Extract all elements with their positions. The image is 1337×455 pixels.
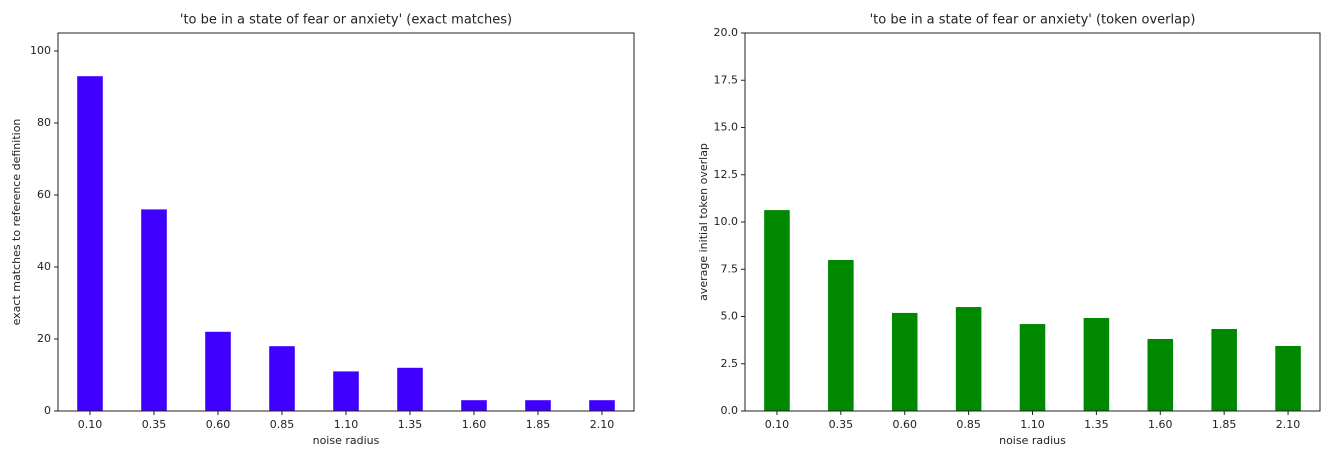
x-tick-label: 1.10 (334, 418, 359, 431)
y-tick-label: 15.0 (714, 121, 739, 134)
bar (1019, 324, 1046, 411)
plot-frame (744, 32, 1321, 412)
bar (764, 210, 790, 411)
bar (955, 307, 982, 411)
y-tick-label: 80 (37, 116, 51, 129)
bar (891, 312, 918, 411)
x-axis-label: noise radius (313, 434, 380, 447)
x-tick-label: 0.35 (142, 418, 167, 431)
bar (828, 259, 854, 411)
x-axis-label: noise radius (999, 434, 1066, 447)
x-tick-label: 1.35 (398, 418, 423, 431)
bar (269, 346, 295, 411)
x-tick-label: 1.10 (1020, 418, 1045, 431)
x-tick-label: 2.10 (590, 418, 615, 431)
x-tick-label: 1.85 (526, 418, 551, 431)
x-tick-label: 1.85 (1212, 418, 1237, 431)
y-axis-label: average initial token overlap (697, 143, 710, 301)
x-tick-label: 1.60 (462, 418, 487, 431)
x-tick-label: 0.10 (78, 418, 103, 431)
bar (589, 400, 615, 411)
bar (397, 367, 423, 411)
y-tick-label: 0 (44, 404, 51, 417)
bar (77, 76, 103, 411)
x-tick-label: 0.85 (956, 418, 981, 431)
x-tick-label: 1.35 (1084, 418, 1109, 431)
x-tick-label: 0.10 (765, 418, 790, 431)
y-tick-label: 60 (37, 188, 51, 201)
y-tick-label: 10.0 (714, 215, 739, 228)
chart-title: 'to be in a state of fear or anxiety' (t… (870, 13, 1196, 28)
chart-title: 'to be in a state of fear or anxiety' (e… (180, 13, 512, 28)
y-tick-label: 12.5 (714, 168, 739, 181)
bar (1275, 345, 1301, 411)
y-tick-label: 20 (37, 332, 51, 345)
y-tick-label: 20.0 (714, 26, 739, 39)
y-tick-label: 7.5 (721, 262, 739, 275)
bar (1147, 338, 1174, 411)
bar (461, 400, 487, 411)
y-axis-label: exact matches to reference definition (10, 119, 23, 326)
bar (333, 371, 359, 411)
y-tick-label: 40 (37, 260, 51, 273)
x-tick-label: 1.60 (1148, 418, 1173, 431)
bar (1083, 318, 1110, 411)
x-tick-label: 0.35 (829, 418, 854, 431)
y-tick-label: 5.0 (721, 310, 739, 323)
bar (205, 331, 231, 411)
y-tick-label: 17.5 (714, 73, 739, 86)
y-tick-label: 100 (30, 44, 51, 57)
x-tick-label: 0.60 (892, 418, 917, 431)
y-tick-label: 2.5 (721, 357, 739, 370)
plot-frame (57, 32, 635, 412)
x-tick-label: 2.10 (1276, 418, 1301, 431)
y-tick-label: 0.0 (721, 404, 739, 417)
bar (141, 209, 167, 411)
x-tick-label: 0.60 (206, 418, 231, 431)
x-tick-label: 0.85 (270, 418, 295, 431)
bar (1211, 328, 1237, 411)
bar (525, 400, 551, 411)
